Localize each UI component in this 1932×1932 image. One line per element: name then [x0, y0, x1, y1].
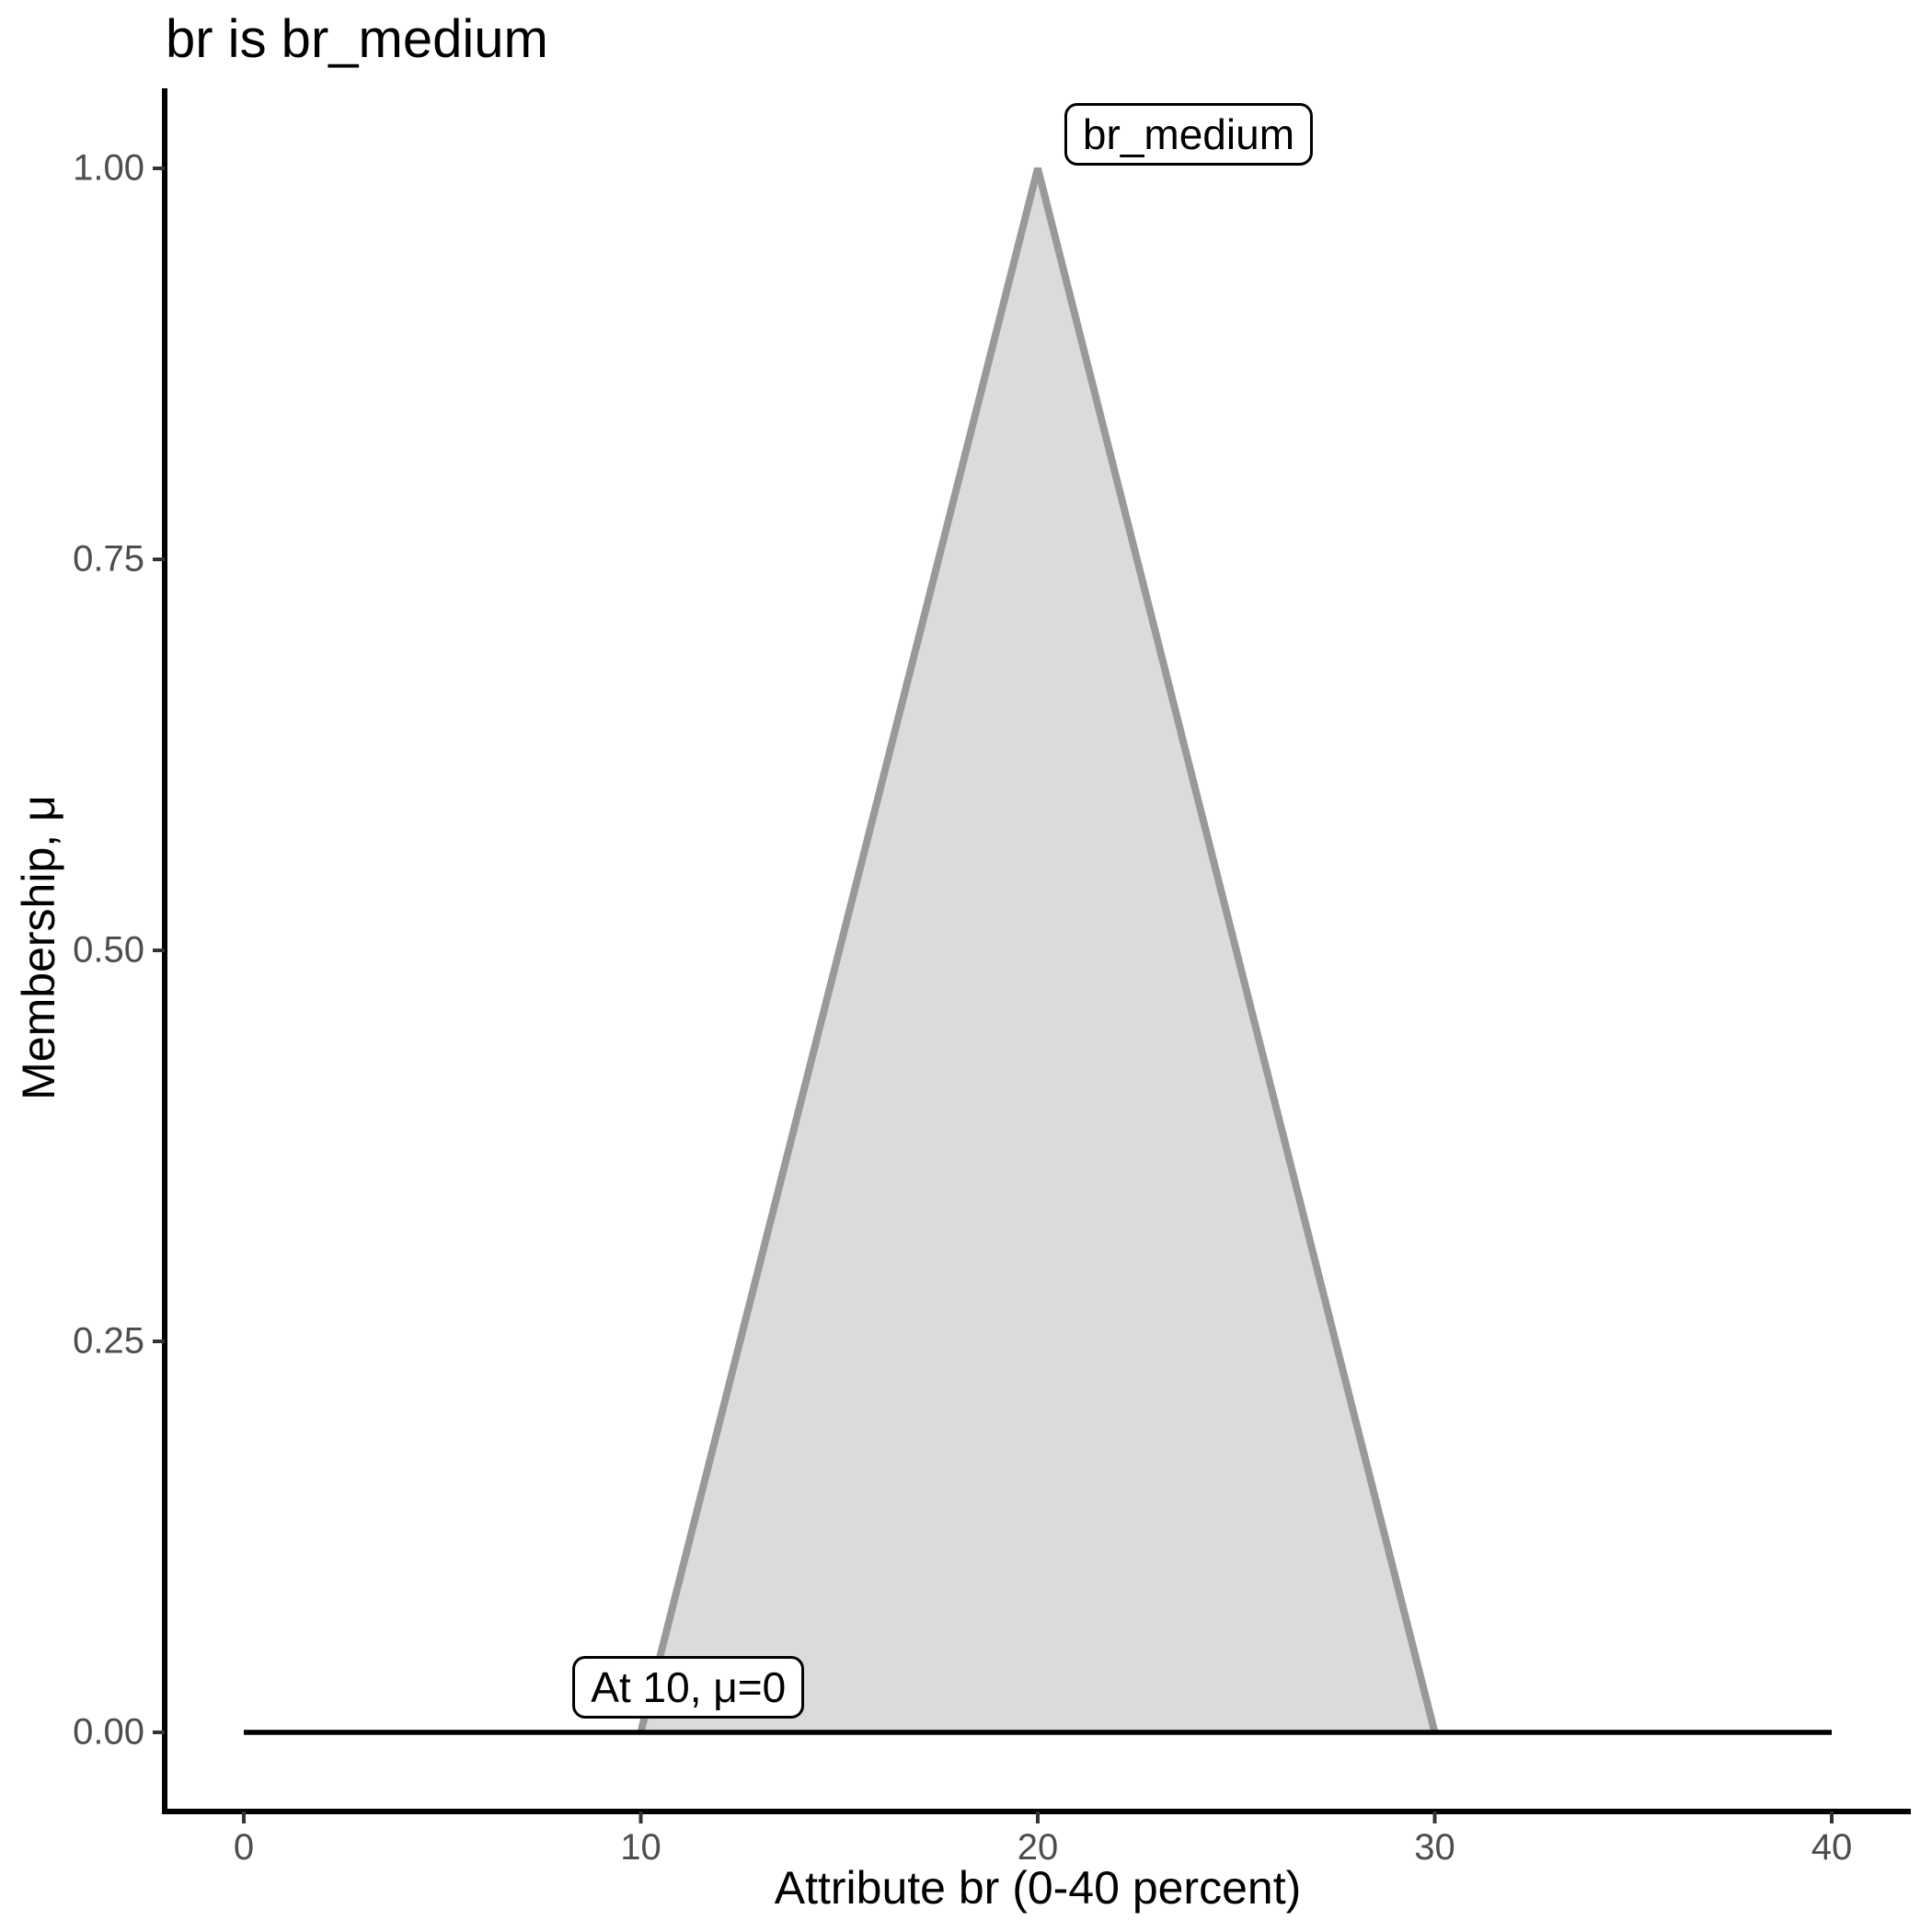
x-tick-label: 30	[1414, 1827, 1455, 1868]
annotation-br-medium: br_medium	[1064, 102, 1314, 166]
x-tick-label: 20	[1017, 1827, 1059, 1868]
annotation-at-10-mu-0: At 10, μ=0	[572, 1655, 805, 1719]
y-axis-title: Membership, μ	[13, 795, 64, 1100]
x-tick-label: 40	[1811, 1827, 1853, 1868]
y-tick-label: 0.25	[73, 1320, 144, 1362]
y-tick-label: 0.50	[73, 929, 144, 971]
y-tick-label: 0.00	[73, 1711, 144, 1753]
y-tick-label: 0.75	[73, 538, 144, 580]
plot-title: br is br_medium	[166, 9, 548, 69]
membership-triangle-area	[637, 167, 1439, 1733]
x-axis-title: Attribute br (0-40 percent)	[774, 1862, 1302, 1914]
x-tick-label: 0	[233, 1827, 255, 1868]
x-tick-label: 10	[620, 1827, 661, 1868]
y-tick-label: 1.00	[73, 147, 144, 189]
